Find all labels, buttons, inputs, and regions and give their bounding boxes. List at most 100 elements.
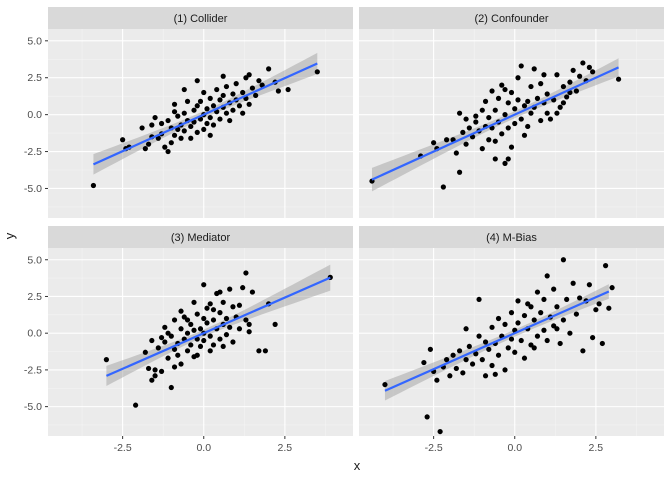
- scatter-point: [120, 137, 126, 143]
- scatter-point: [515, 320, 521, 326]
- panel-background: [359, 248, 664, 436]
- scatter-point: [217, 336, 223, 342]
- scatter-point: [450, 352, 456, 358]
- scatter-point: [139, 125, 145, 131]
- scatter-point: [486, 346, 492, 352]
- scatter-point: [168, 140, 174, 146]
- scatter-point: [489, 362, 495, 369]
- scatter-point: [492, 107, 498, 113]
- scatter-point: [207, 95, 213, 101]
- scatter-point: [508, 144, 515, 150]
- panel-strip: [359, 7, 664, 29]
- scatter-point: [541, 327, 547, 333]
- scatter-point: [233, 81, 239, 87]
- scatter-point: [505, 156, 511, 162]
- scatter-point: [201, 126, 207, 133]
- scatter-point: [149, 337, 155, 344]
- axes-layer: -5.0 -2.5 0.0 2.5 5.0 -2.5 0.0 2.5 -5.0 -2.5 0.0 2.…: [24, 35, 603, 454]
- scatter-point: [158, 120, 165, 127]
- x-tick-label: 2.5: [278, 442, 293, 454]
- panel-strip: [359, 226, 664, 248]
- scatter-point: [314, 69, 320, 75]
- scatter-point: [489, 324, 495, 330]
- scatter-point: [236, 103, 243, 109]
- scatter-point: [538, 310, 544, 316]
- scatter-point: [240, 285, 246, 291]
- scatter-point: [512, 120, 518, 127]
- scatter-point: [440, 184, 446, 190]
- scatter-point: [162, 144, 168, 150]
- scatter-point: [495, 352, 502, 358]
- y-axis-title: y: [2, 232, 17, 239]
- scatter-point: [230, 304, 236, 310]
- scatter-point: [518, 116, 524, 122]
- x-tick-label: -2.5: [425, 442, 443, 454]
- scatter-point: [207, 333, 213, 339]
- scatter-point: [525, 123, 531, 130]
- scatter-point: [564, 296, 570, 303]
- scatter-point: [149, 122, 155, 128]
- scatter-point: [220, 73, 226, 79]
- scatter-point: [220, 92, 226, 99]
- scatter-point: [518, 337, 524, 344]
- panel-1: (1) Collider: [48, 7, 353, 218]
- scatter-point: [142, 349, 148, 355]
- scatter-point: [256, 348, 262, 354]
- scatter-point: [580, 348, 586, 354]
- scatter-point: [201, 315, 207, 322]
- scatter-point: [482, 98, 489, 104]
- scatter-point: [188, 342, 194, 348]
- scatter-point: [534, 289, 541, 295]
- scatter-point: [165, 355, 171, 361]
- scatter-point: [486, 137, 492, 143]
- scatter-point: [246, 72, 252, 78]
- scatter-point: [194, 311, 200, 317]
- confidence-ribbon: [371, 58, 619, 192]
- scatter-point: [453, 365, 459, 372]
- scatter-point: [508, 310, 515, 316]
- scatter-point: [469, 361, 476, 367]
- scatter-point: [492, 156, 498, 162]
- y-tick-label: 0.0: [27, 328, 42, 340]
- scatter-point: [178, 308, 184, 314]
- scatter-point: [165, 330, 171, 336]
- scatter-point: [210, 307, 217, 313]
- scatter-point: [197, 98, 204, 104]
- scatter-point: [521, 355, 528, 361]
- scatter-point: [528, 83, 534, 90]
- y-tick-label: -2.5: [24, 364, 42, 376]
- scatter-point: [615, 76, 622, 82]
- scatter-point: [544, 337, 550, 344]
- scatter-point: [463, 141, 469, 147]
- scatter-point: [502, 321, 508, 327]
- scatter-point: [253, 92, 259, 99]
- scatter-point: [275, 88, 281, 94]
- scatter-point: [194, 352, 200, 358]
- scatter-point: [210, 317, 217, 323]
- scatter-point: [207, 301, 213, 307]
- scatter-point: [570, 67, 576, 73]
- scatter-point: [444, 357, 450, 363]
- scatter-point: [207, 132, 213, 138]
- scatter-point: [165, 148, 171, 155]
- scatter-point: [230, 339, 236, 345]
- scatter-point: [463, 116, 469, 122]
- scatter-point: [479, 146, 485, 152]
- scatter-point: [262, 348, 268, 354]
- scatter-point: [194, 78, 200, 84]
- scatter-point: [460, 370, 466, 376]
- scatter-point: [214, 86, 220, 93]
- scatter-point: [596, 301, 602, 307]
- scatter-point: [210, 342, 217, 348]
- scatter-point: [515, 298, 521, 304]
- scatter-point: [473, 351, 479, 357]
- scatter-point: [538, 81, 544, 87]
- scatter-point: [573, 311, 579, 317]
- scatter-point: [531, 317, 537, 323]
- scatter-point: [544, 273, 550, 279]
- scatter-point: [590, 334, 596, 341]
- scatter-point: [505, 125, 511, 131]
- panel-title: (3) Mediator: [171, 232, 231, 244]
